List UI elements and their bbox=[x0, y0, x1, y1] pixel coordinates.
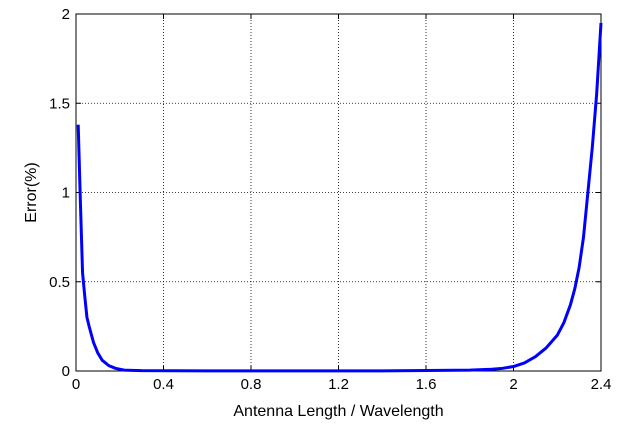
x-tick-label: 0.4 bbox=[153, 376, 174, 393]
x-tick-label: 2 bbox=[509, 376, 517, 393]
x-tick-label: 1.6 bbox=[416, 376, 437, 393]
y-tick-label: 0.5 bbox=[49, 274, 70, 291]
series-group bbox=[76, 22, 603, 373]
y-tick-label: 0 bbox=[62, 363, 70, 380]
y-tick-label: 2 bbox=[62, 6, 70, 23]
grid-lines bbox=[76, 14, 601, 371]
y-axis-label: Error(%) bbox=[23, 162, 40, 222]
x-tick-label: 1.2 bbox=[328, 376, 349, 393]
x-tick-label: 0 bbox=[72, 376, 80, 393]
x-tick-label: 2.4 bbox=[591, 376, 612, 393]
axis-ticks: 0 0.4 0.8 1.2 1.6 2 2.4 0 0.5 1 1.5 2 bbox=[49, 6, 611, 393]
x-axis-label: Antenna Length / Wavelength bbox=[233, 403, 443, 420]
y-tick-label: 1.5 bbox=[49, 95, 70, 112]
y-tick-label: 1 bbox=[62, 185, 70, 202]
x-tick-label: 0.8 bbox=[241, 376, 262, 393]
series-line-0 bbox=[76, 22, 603, 373]
